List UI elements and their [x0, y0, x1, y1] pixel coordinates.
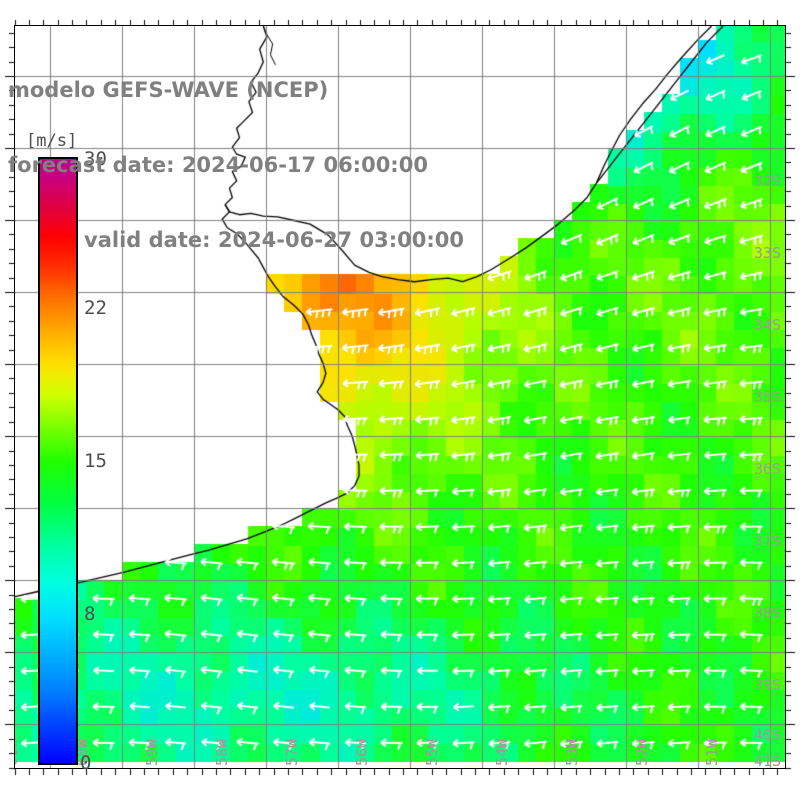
valid-date-label: valid date: 2024-06-27 03:00:00: [84, 228, 464, 252]
lon-label-61w: 61W: [14, 738, 21, 766]
lat-label-38s: 38S: [753, 604, 781, 622]
forecast-date-label: forecast date: 2024-06-17 06:00:00: [8, 153, 428, 177]
lon-label-59w: 59W: [143, 738, 161, 766]
colorbar-tick-15: 15: [84, 450, 107, 472]
lat-label-34s: 34S: [753, 316, 781, 334]
lon-label-54w: 54W: [493, 738, 511, 766]
lon-label-58w: 58W: [213, 738, 231, 766]
lon-label-56w: 56W: [353, 738, 371, 766]
lat-label-32s: 32S: [753, 172, 781, 190]
figure-title-block: modelo GEFS-WAVE (NCEP) forecast date: 2…: [0, 28, 520, 303]
model-title: modelo GEFS-WAVE (NCEP): [8, 78, 329, 102]
colorbar-tick-0: 0: [80, 752, 92, 774]
lat-label-40s: 40S: [753, 726, 781, 744]
lat-label-39s: 39S: [753, 676, 781, 694]
colorbar-tick-8: 8: [84, 603, 96, 625]
lat-label-36s: 36S: [753, 460, 781, 478]
lat-label-33s: 33S: [753, 244, 781, 262]
lon-label-51w: 51W: [703, 738, 721, 766]
lat-label-35s: 35S: [753, 388, 781, 406]
lon-label-57w: 57W: [283, 738, 301, 766]
lon-label-53w: 53W: [563, 738, 581, 766]
lon-label-55w: 55W: [423, 738, 441, 766]
lat-label-37s: 37S: [753, 532, 781, 550]
lon-label-52w: 52W: [633, 738, 651, 766]
lat-label-41s: 41S: [753, 752, 781, 769]
